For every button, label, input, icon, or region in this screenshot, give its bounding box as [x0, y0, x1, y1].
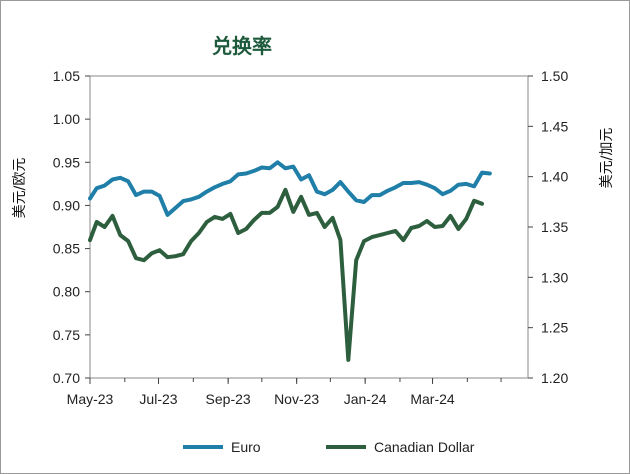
left-axis-label: 美元/欧元 [12, 158, 28, 219]
right-tick-label: 1.40 [541, 169, 568, 185]
left-tick-label: 0.90 [53, 197, 80, 213]
x-tick-label: May-23 [67, 391, 114, 407]
left-tick-label: 0.75 [53, 327, 80, 343]
legend-label: Euro [231, 439, 261, 455]
x-tick-label: Sep-23 [206, 391, 251, 407]
right-axis-label: 美元/加元 [599, 128, 615, 189]
right-tick-label: 1.50 [541, 68, 568, 84]
left-tick-label: 0.70 [53, 370, 80, 386]
left-tick-label: 1.05 [53, 68, 80, 84]
x-tick-label: Jan-24 [344, 391, 387, 407]
series-line-canadian-dollar [88, 187, 484, 362]
x-tick-label: Jul-23 [139, 391, 177, 407]
chart-title: 兑换率 [212, 34, 272, 58]
left-tick-label: 0.95 [53, 154, 80, 170]
left-tick-label: 0.80 [53, 284, 80, 300]
legend-label: Canadian Dollar [374, 439, 475, 455]
right-tick-label: 1.25 [541, 320, 568, 336]
right-tick-label: 1.20 [541, 370, 568, 386]
left-tick-label: 0.85 [53, 241, 80, 257]
series-line-euro [88, 160, 492, 217]
x-tick-label: Nov-23 [274, 391, 319, 407]
right-tick-label: 1.45 [541, 118, 568, 134]
left-tick-label: 1.00 [53, 111, 80, 127]
right-tick-label: 1.35 [541, 219, 568, 235]
x-tick-label: Mar-24 [410, 391, 455, 407]
right-tick-label: 1.30 [541, 269, 568, 285]
